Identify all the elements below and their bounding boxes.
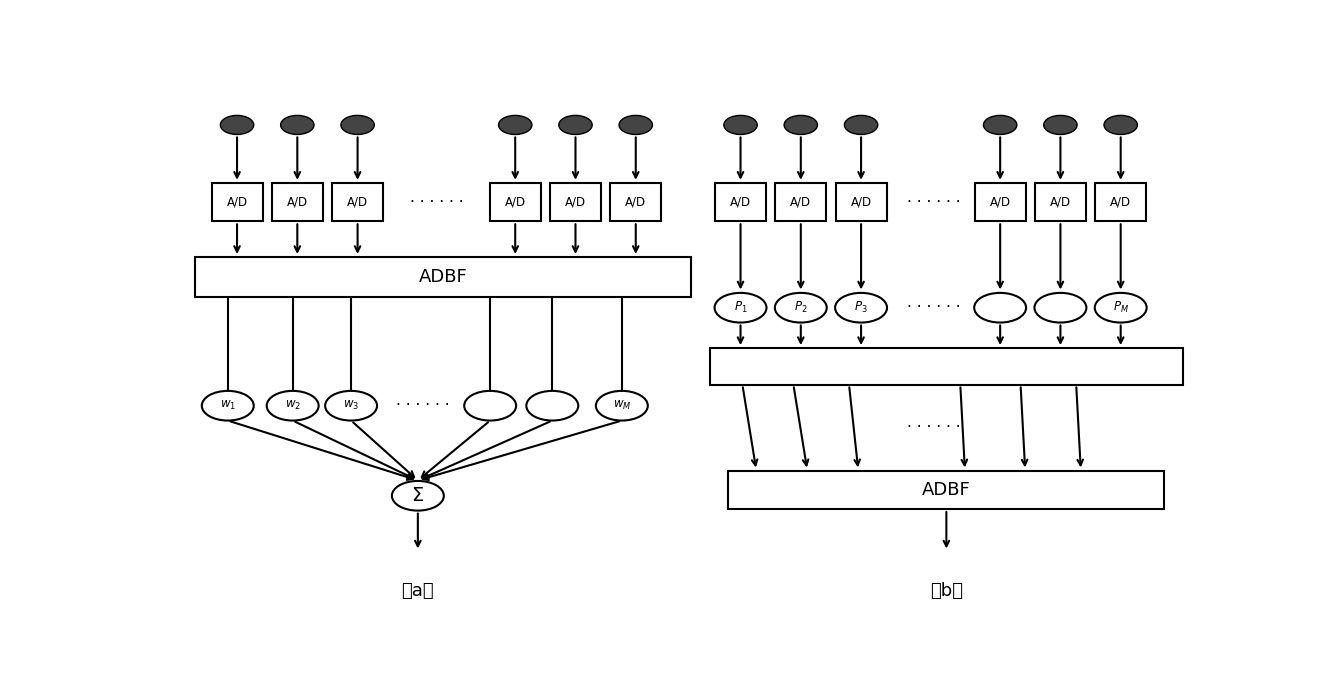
Circle shape (202, 391, 253, 420)
Bar (776, 183, 827, 222)
Text: A/D: A/D (1049, 196, 1071, 208)
Bar (332, 183, 383, 222)
Circle shape (464, 391, 516, 420)
Bar (710, 349, 1183, 385)
Bar (549, 183, 600, 222)
Circle shape (559, 116, 592, 134)
Bar (716, 183, 766, 222)
Circle shape (498, 116, 532, 134)
Text: A/D: A/D (287, 196, 308, 208)
Circle shape (784, 116, 817, 134)
Circle shape (391, 481, 444, 510)
Text: A/D: A/D (730, 196, 752, 208)
Circle shape (596, 391, 647, 420)
Text: $\Sigma$: $\Sigma$ (411, 486, 425, 505)
Circle shape (724, 116, 757, 134)
Bar (489, 183, 541, 222)
Text: （a）: （a） (402, 582, 434, 600)
Text: $w_2$: $w_2$ (284, 399, 300, 412)
Circle shape (527, 391, 579, 420)
Text: A/D: A/D (347, 196, 368, 208)
Text: $P_1$: $P_1$ (734, 300, 748, 315)
Text: · · · · · ·: · · · · · · (907, 420, 961, 436)
Text: · · · · · ·: · · · · · · (907, 300, 961, 315)
Text: · · · · · ·: · · · · · · (907, 195, 961, 210)
Text: （b）: （b） (930, 582, 963, 600)
Circle shape (1044, 116, 1077, 134)
Circle shape (220, 116, 253, 134)
Circle shape (974, 293, 1026, 323)
Circle shape (984, 116, 1017, 134)
Circle shape (1034, 293, 1087, 323)
Circle shape (280, 116, 314, 134)
Circle shape (835, 293, 887, 323)
Text: ADBF: ADBF (922, 481, 970, 499)
Text: A/D: A/D (1110, 196, 1131, 208)
Text: A/D: A/D (791, 196, 811, 208)
Circle shape (326, 391, 377, 420)
Bar (836, 183, 887, 222)
Bar (1095, 183, 1146, 222)
Bar (212, 183, 263, 222)
Text: A/D: A/D (990, 196, 1010, 208)
Bar (196, 257, 691, 297)
Text: $P_2$: $P_2$ (795, 300, 808, 315)
Circle shape (1095, 293, 1147, 323)
Text: A/D: A/D (851, 196, 871, 208)
Text: $P_M$: $P_M$ (1112, 300, 1128, 315)
Text: · · · · · ·: · · · · · · (410, 195, 464, 210)
Circle shape (775, 293, 827, 323)
Text: $w_1$: $w_1$ (220, 399, 236, 412)
Circle shape (714, 293, 766, 323)
Text: A/D: A/D (565, 196, 586, 208)
Bar (974, 183, 1025, 222)
Text: $w_3$: $w_3$ (343, 399, 359, 412)
Circle shape (1104, 116, 1138, 134)
Circle shape (340, 116, 374, 134)
Text: ADBF: ADBF (419, 268, 468, 286)
Circle shape (844, 116, 878, 134)
Circle shape (619, 116, 653, 134)
Text: A/D: A/D (226, 196, 248, 208)
Bar (610, 183, 661, 222)
Text: $P_3$: $P_3$ (855, 300, 868, 315)
Text: · · · · · ·: · · · · · · (395, 398, 449, 413)
Text: A/D: A/D (505, 196, 525, 208)
Bar (1034, 183, 1085, 222)
Text: $w_M$: $w_M$ (612, 399, 631, 412)
Bar (729, 471, 1164, 509)
Text: A/D: A/D (626, 196, 646, 208)
Circle shape (267, 391, 319, 420)
Bar (272, 183, 323, 222)
